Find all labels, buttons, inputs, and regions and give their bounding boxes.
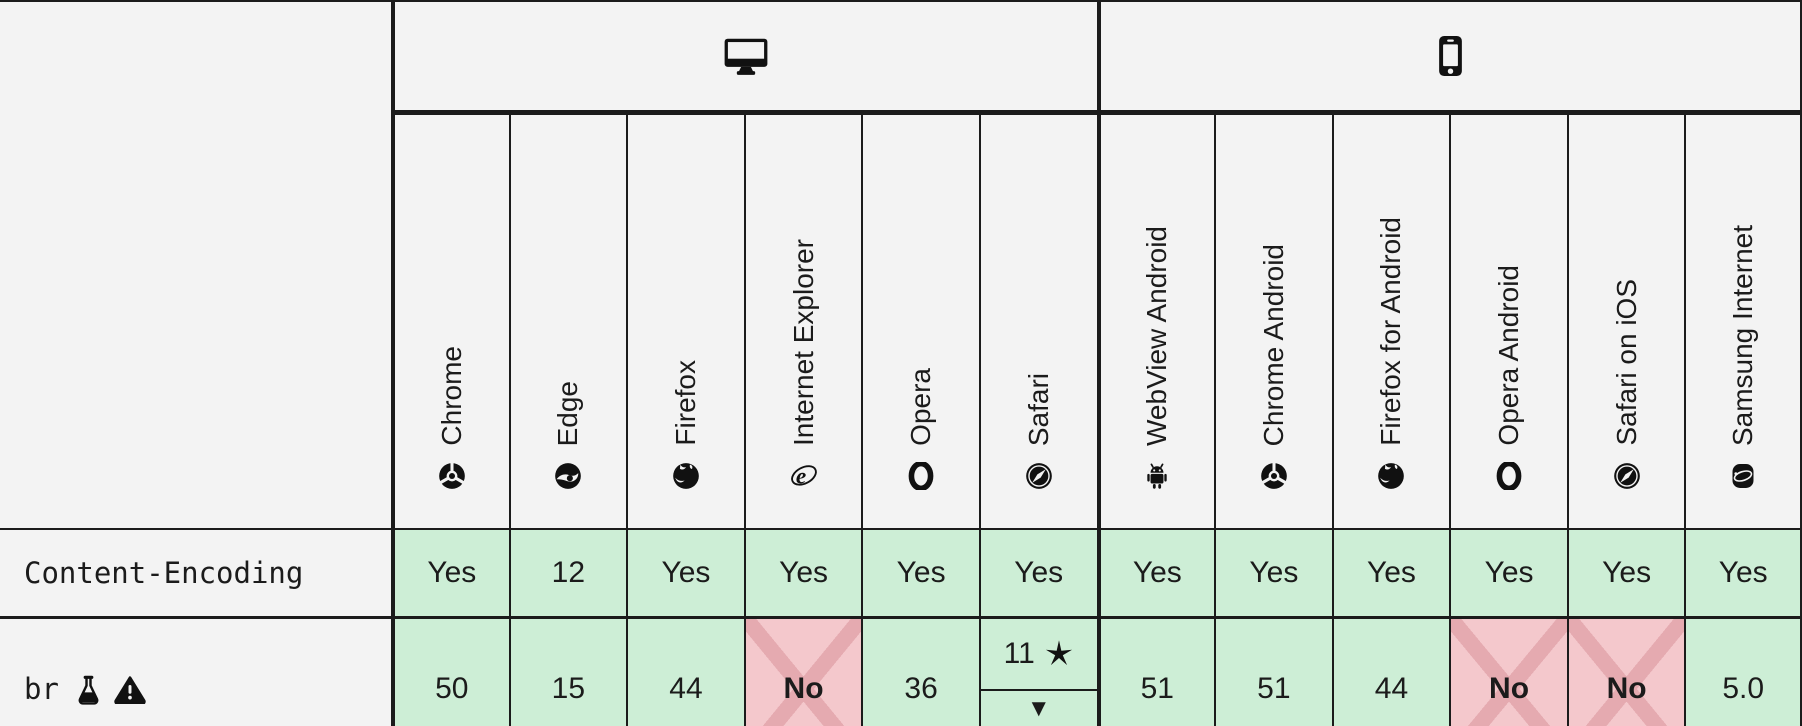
safari-icon (1025, 462, 1053, 490)
support-cell[interactable]: Yes (1449, 530, 1567, 619)
browser-name: Opera (905, 368, 937, 446)
platform-desktop-cell (391, 2, 1097, 115)
header-opera: Opera (861, 115, 979, 530)
flask-icon (75, 674, 102, 705)
support-cell[interactable]: 5.0 (1684, 619, 1802, 726)
header-safari-ios: Safari on iOS (1566, 115, 1685, 530)
firefox-android-icon (1377, 462, 1405, 490)
expand-notes-button[interactable]: ▼ (980, 689, 1097, 726)
browser-name: Firefox for Android (1375, 217, 1407, 446)
header-samsung-internet: Samsung Internet (1684, 115, 1802, 530)
support-cell[interactable]: 44 (626, 619, 744, 726)
support-cell-no[interactable]: No (1566, 619, 1685, 726)
feature-row-content-encoding: Content-Encoding (0, 530, 391, 619)
browser-name: Safari on iOS (1610, 279, 1642, 446)
support-cell[interactable]: 12 (508, 530, 627, 619)
feature-row-br: br (0, 619, 391, 726)
support-cell[interactable]: Yes (861, 530, 979, 619)
support-cell[interactable]: Yes (391, 530, 509, 619)
support-cell-with-notes[interactable]: 11 ▼ (978, 619, 1097, 726)
opera-icon (907, 462, 935, 490)
header-opera-android: Opera Android (1449, 115, 1567, 530)
internet-explorer-icon: e (790, 462, 818, 490)
samsung-internet-icon (1729, 462, 1757, 490)
support-cell[interactable]: 51 (1096, 619, 1215, 726)
desktop-icon (724, 38, 768, 75)
support-cell-no[interactable]: No (743, 619, 862, 726)
support-cell-no[interactable]: No (1449, 619, 1567, 726)
corner-cell (0, 2, 391, 530)
browser-name: Internet Explorer (787, 239, 819, 446)
support-cell[interactable]: Yes (743, 530, 862, 619)
header-chrome-android: Chrome Android (1214, 115, 1332, 530)
opera-android-icon (1495, 462, 1523, 490)
chrome-icon (438, 462, 466, 490)
svg-text:e: e (795, 464, 805, 490)
edge-icon (554, 462, 582, 490)
browser-name: Edge (552, 380, 584, 446)
safari-ios-icon (1613, 462, 1641, 490)
support-cell[interactable]: Yes (1331, 530, 1450, 619)
header-internet-explorer: Internet Explorer e (743, 115, 862, 530)
browser-name: Firefox (669, 360, 701, 446)
support-cell[interactable]: 15 (508, 619, 627, 726)
feature-badges (75, 674, 146, 705)
platform-mobile-cell (1096, 2, 1802, 115)
header-chrome: Chrome (391, 115, 509, 530)
webview-android-icon (1143, 462, 1171, 490)
mobile-icon (1438, 35, 1463, 77)
header-firefox-android: Firefox for Android (1331, 115, 1450, 530)
header-firefox: Firefox (626, 115, 744, 530)
support-cell[interactable]: Yes (1684, 530, 1802, 619)
support-cell[interactable]: 44 (1331, 619, 1450, 726)
header-safari: Safari (978, 115, 1097, 530)
triangle-down-icon: ▼ (1026, 694, 1051, 722)
support-cell[interactable]: Yes (626, 530, 744, 619)
browser-name: Chrome (435, 346, 467, 446)
firefox-icon (672, 462, 700, 490)
feature-link[interactable]: br (24, 672, 59, 706)
support-value-with-footnote: 11 (981, 619, 1097, 689)
feature-link[interactable]: Content-Encoding (24, 556, 304, 590)
chrome-android-icon (1260, 462, 1288, 490)
support-cell[interactable]: 50 (391, 619, 509, 726)
browser-name: Safari (1022, 372, 1054, 446)
browser-name: Opera Android (1493, 265, 1525, 446)
browser-name: Chrome Android (1257, 243, 1289, 446)
browser-name: Samsung Internet (1727, 224, 1759, 446)
support-cell[interactable]: 36 (861, 619, 979, 726)
support-cell[interactable]: Yes (1096, 530, 1215, 619)
support-cell[interactable]: Yes (1214, 530, 1332, 619)
browser-name: WebView Android (1141, 226, 1173, 446)
header-webview-android: WebView Android (1096, 115, 1215, 530)
star-icon (1044, 639, 1074, 669)
support-cell[interactable]: Yes (978, 530, 1097, 619)
warning-icon (114, 675, 146, 704)
header-edge: Edge (508, 115, 627, 530)
support-cell[interactable]: 51 (1214, 619, 1332, 726)
support-cell[interactable]: Yes (1566, 530, 1685, 619)
